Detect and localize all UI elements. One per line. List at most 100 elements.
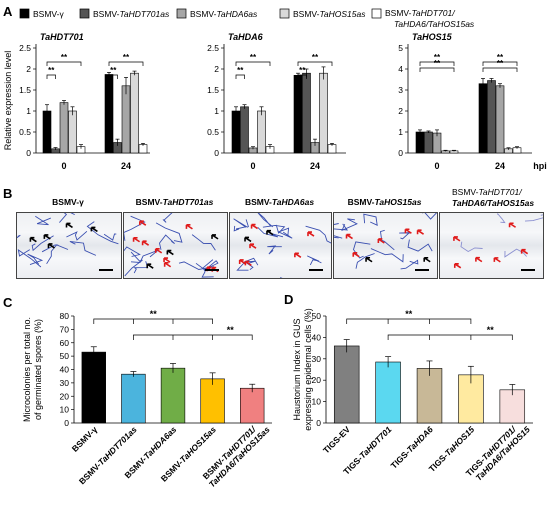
- hypha: [195, 260, 219, 271]
- micrograph-image: [16, 212, 122, 279]
- y-tick-label: 20: [60, 391, 70, 401]
- y-tick-label: 0: [398, 148, 403, 158]
- expression-chart-TaHDA6: 0 0.5 1 1.5 2 2.5 TaHDA6 0 ** ** 24 ** **: [207, 32, 346, 171]
- hypha: [422, 213, 437, 220]
- arrow-icon: [139, 220, 147, 226]
- y-axis-label-line: Microcolonies per total no.: [22, 317, 32, 422]
- hypha: [399, 232, 411, 240]
- hypha: [262, 224, 286, 234]
- y-tick-label: 30: [60, 378, 70, 388]
- hypha: [133, 261, 149, 274]
- y-tick-label: 20: [312, 375, 322, 385]
- hypha: [159, 234, 175, 250]
- hypha: [233, 225, 247, 232]
- hypha: [370, 248, 404, 263]
- significance-label: **: [299, 66, 306, 75]
- y-tick-label: 2: [214, 64, 219, 74]
- legend-item: BSMV-TaHDA6as: [176, 8, 258, 19]
- legend-item: BSMV-TaHDT701/TaHDA6/TaHOS15as: [371, 8, 475, 29]
- arrow-icon: [249, 243, 257, 249]
- legend-label: BSMV-TaHDT701/: [385, 8, 456, 18]
- arrow-icon: [493, 257, 501, 263]
- hypha: [155, 222, 183, 243]
- bar: [68, 110, 77, 154]
- y-tick-label: 40: [60, 365, 70, 375]
- y-axis-label-line: expressing epidermal cells (%): [303, 308, 313, 431]
- arrow-icon: [416, 229, 425, 235]
- micrograph-label: BSMV-TaHDA6as: [245, 197, 314, 207]
- bracket-line: [235, 61, 271, 66]
- y-tick-label: 0: [316, 418, 321, 428]
- arrow-icon: [244, 236, 252, 243]
- bar: [375, 361, 401, 424]
- hypha: [46, 244, 59, 265]
- arrow-icon: [90, 226, 98, 233]
- legend-label-line2: TaHDA6/TaHOS15as: [394, 19, 475, 29]
- legend-label: BSMV-γ: [33, 9, 64, 19]
- hypha: [267, 245, 282, 255]
- bracket-line: [482, 61, 518, 66]
- y-tick-label: 1: [398, 127, 403, 137]
- arrow-icon: [211, 234, 219, 240]
- panel-letter-c: C: [3, 295, 13, 310]
- y-tick-label: 0: [64, 418, 69, 428]
- significance-label: **: [434, 59, 441, 68]
- bar: [319, 72, 328, 154]
- y-tick-label: 5: [398, 43, 403, 53]
- arrow-icon: [377, 238, 385, 244]
- significance-label: **: [61, 53, 68, 62]
- hypha: [504, 248, 527, 258]
- y-tick-label: 2: [398, 106, 403, 116]
- micrograph-label: BSMV-TaHDT701/: [452, 187, 523, 197]
- x-tick-label: 24: [495, 161, 505, 171]
- panel-d-chart: 01020304050TIGS-EVTIGS-TaHDT701TIGS-TaHD…: [292, 308, 533, 483]
- y-tick-label: 60: [60, 338, 70, 348]
- expression-chart-TaHDT701: 0 0.5 1 1.5 2 2.5 TaHDT701 0 ** ** 24 ** ** Relative …: [3, 32, 150, 171]
- bar: [487, 80, 496, 154]
- arrow-icon: [29, 236, 37, 243]
- significance-label: **: [237, 66, 244, 75]
- hypha: [191, 234, 216, 251]
- significance-bracket: **: [419, 53, 455, 66]
- y-tick-label: 0.5: [207, 127, 219, 137]
- hypha: [17, 234, 21, 239]
- bar: [121, 85, 131, 154]
- bar: [478, 83, 488, 154]
- significance-label: **: [434, 53, 441, 62]
- y-tick-label: 0.5: [19, 127, 31, 137]
- bar: [231, 110, 241, 154]
- bar: [293, 75, 303, 154]
- y-tick-label: 0: [214, 148, 219, 158]
- significance-bracket: **: [133, 325, 253, 340]
- bracket-line: [108, 61, 144, 66]
- hypha: [233, 218, 249, 228]
- x-tick-label: TIGS-EV: [321, 424, 352, 455]
- bar: [333, 345, 360, 424]
- panel-letter-b: B: [3, 186, 12, 201]
- bracket-line: [46, 61, 82, 66]
- legend-swatch: [176, 8, 187, 19]
- bar: [130, 72, 139, 154]
- arrow-icon: [365, 256, 373, 263]
- arrow-icon: [345, 233, 353, 240]
- hypha: [460, 241, 483, 253]
- hypha: [41, 244, 69, 253]
- hypha: [103, 233, 117, 241]
- bar: [81, 351, 106, 424]
- significance-label: **: [312, 53, 319, 62]
- bracket-line: [235, 74, 245, 79]
- significance-label: **: [497, 53, 504, 62]
- hypha: [380, 229, 395, 251]
- bracket-line: [108, 74, 118, 79]
- arrow-icon: [185, 224, 193, 230]
- x-tick-text: TIGS-EV: [321, 424, 352, 455]
- bracket-line: [482, 67, 518, 72]
- x-tick-text: BSMV-γ: [70, 424, 100, 454]
- x-tick-label: 24: [121, 161, 131, 171]
- arrow-icon: [307, 231, 315, 237]
- y-axis-label-line: Haustorium Index in GUS: [292, 318, 302, 420]
- hypha: [353, 241, 371, 259]
- significance-bracket: **: [235, 53, 271, 66]
- arrow-icon: [352, 251, 360, 258]
- legend-swatch: [279, 8, 290, 19]
